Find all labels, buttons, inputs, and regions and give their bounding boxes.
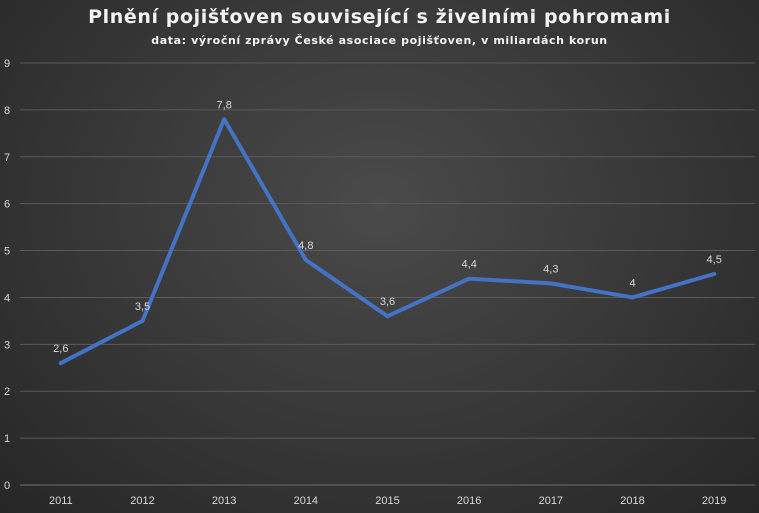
data-point	[548, 281, 553, 286]
x-tick-label: 2019	[702, 495, 726, 507]
series-line	[58, 117, 717, 366]
data-point	[712, 272, 717, 276]
y-tick-label: 1	[4, 433, 10, 445]
data-label: 2,6	[53, 343, 68, 355]
data-point	[630, 295, 635, 300]
x-tick-label: 2017	[539, 495, 563, 507]
y-tick-label: 8	[4, 105, 10, 117]
data-label: 4	[629, 277, 635, 289]
data-point	[222, 117, 227, 122]
x-tick-label: 2011	[49, 495, 73, 507]
data-label: 4,3	[543, 263, 558, 275]
data-point	[303, 257, 308, 262]
chart-subtitle: data: výroční zprávy České asociace poji…	[151, 34, 608, 47]
chart-title: Plnění pojišťoven související s živelním…	[88, 6, 671, 28]
x-tick-label: 2015	[375, 495, 399, 507]
data-label: 7,8	[217, 99, 232, 111]
y-tick-label: 3	[4, 339, 10, 351]
y-tick-label: 5	[4, 246, 10, 258]
y-tick-label: 9	[4, 58, 10, 70]
y-tick-label: 7	[4, 152, 10, 164]
x-tick-label: 2012	[130, 495, 154, 507]
data-point	[58, 361, 63, 366]
y-tick-label: 4	[4, 292, 10, 304]
data-point	[385, 314, 390, 319]
data-point	[467, 276, 472, 281]
y-tick-label: 0	[4, 480, 10, 492]
y-tick-label: 2	[4, 386, 10, 398]
x-tick-label: 2016	[457, 495, 481, 507]
y-tick-label: 6	[4, 199, 10, 211]
x-tick-label: 2013	[212, 495, 236, 507]
data-label: 4,5	[707, 254, 722, 266]
data-point	[140, 318, 145, 323]
x-tick-label: 2018	[620, 495, 644, 507]
data-label: 3,5	[135, 301, 150, 313]
data-label: 4,8	[298, 240, 313, 252]
data-label: 4,4	[462, 259, 477, 271]
data-label: 3,6	[380, 296, 395, 308]
x-tick-label: 2014	[294, 495, 318, 507]
